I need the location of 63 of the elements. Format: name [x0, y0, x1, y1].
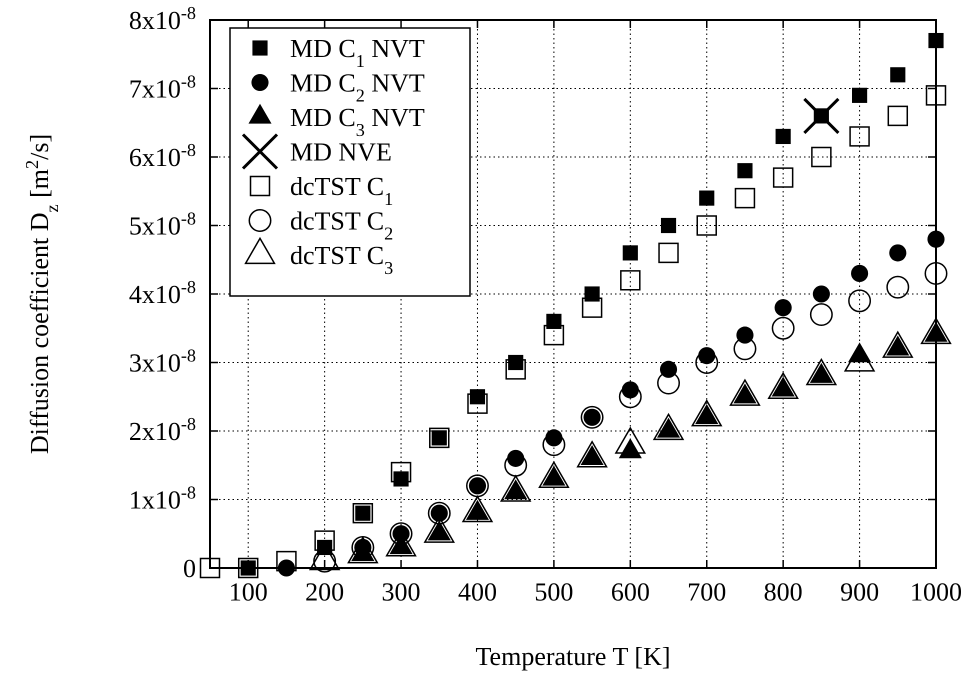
legend-label: MD C$_{1}$ NVT [290, 34, 425, 71]
y-tick-label: 1x10$^{-8}$ [128, 482, 196, 514]
y-tick-label: 7x10$^{-8}$ [128, 72, 196, 104]
point [737, 163, 753, 178]
point [390, 462, 412, 482]
point [620, 270, 641, 291]
y-tick-label: 0 [183, 554, 196, 583]
point [467, 393, 488, 414]
x-tick-label: 300 [382, 577, 421, 606]
point [812, 285, 830, 303]
point [848, 289, 872, 312]
point [660, 218, 676, 234]
y-tick-label: 6x10$^{-8}$ [128, 140, 196, 172]
point [890, 67, 906, 82]
y-tick-label: 2x10$^{-8}$ [128, 414, 196, 446]
legend-label: dcTST C$_{1}$ [290, 172, 394, 209]
y-tick-label: 4x10$^{-8}$ [128, 277, 196, 309]
x-tick-label: 800 [764, 577, 803, 606]
point [810, 303, 833, 326]
point [774, 299, 792, 316]
point [772, 316, 795, 340]
point [927, 230, 945, 248]
legend-label: MD C$_{2}$ NVT [290, 68, 425, 106]
x-tick-label: 600 [610, 577, 650, 606]
x-tick-label: 1000 [910, 577, 962, 606]
point [811, 146, 832, 168]
point [888, 106, 908, 126]
point [889, 244, 906, 262]
x-tick-label: 200 [305, 577, 344, 606]
point [276, 550, 297, 572]
point [505, 359, 526, 380]
point [851, 264, 868, 282]
point [928, 32, 944, 48]
point [734, 188, 756, 208]
point [314, 530, 335, 551]
point [200, 558, 220, 578]
point [544, 324, 564, 346]
x-axis-title: Temperature T [K] [475, 642, 671, 671]
legend-label: dcTST C$_{3}$ [290, 241, 394, 278]
point [660, 360, 678, 378]
legend-label: dcTST C$_{2}$ [290, 206, 394, 244]
point [849, 126, 870, 147]
point [696, 215, 717, 236]
legend-label: MD NVE [290, 138, 392, 166]
point [926, 85, 946, 106]
y-tick-label: 3x10$^{-8}$ [128, 346, 196, 378]
x-tick-label: 500 [534, 577, 574, 606]
point [622, 245, 638, 260]
point [658, 242, 679, 264]
x-tick-label: 400 [458, 577, 497, 606]
point [582, 297, 602, 318]
point [924, 262, 948, 285]
point [776, 128, 791, 144]
x-tick-label: 700 [687, 577, 726, 606]
legend-label: MD C$_{3}$ NVT [290, 103, 425, 140]
point [852, 88, 868, 103]
point [772, 167, 794, 188]
point [886, 276, 910, 299]
y-tick-label: 5x10$^{-8}$ [128, 208, 196, 240]
y-tick-label: 8x10$^{-8}$ [128, 3, 196, 35]
x-tick-label: 900 [840, 577, 880, 606]
x-tick-label: 100 [228, 577, 268, 606]
point [699, 190, 714, 206]
